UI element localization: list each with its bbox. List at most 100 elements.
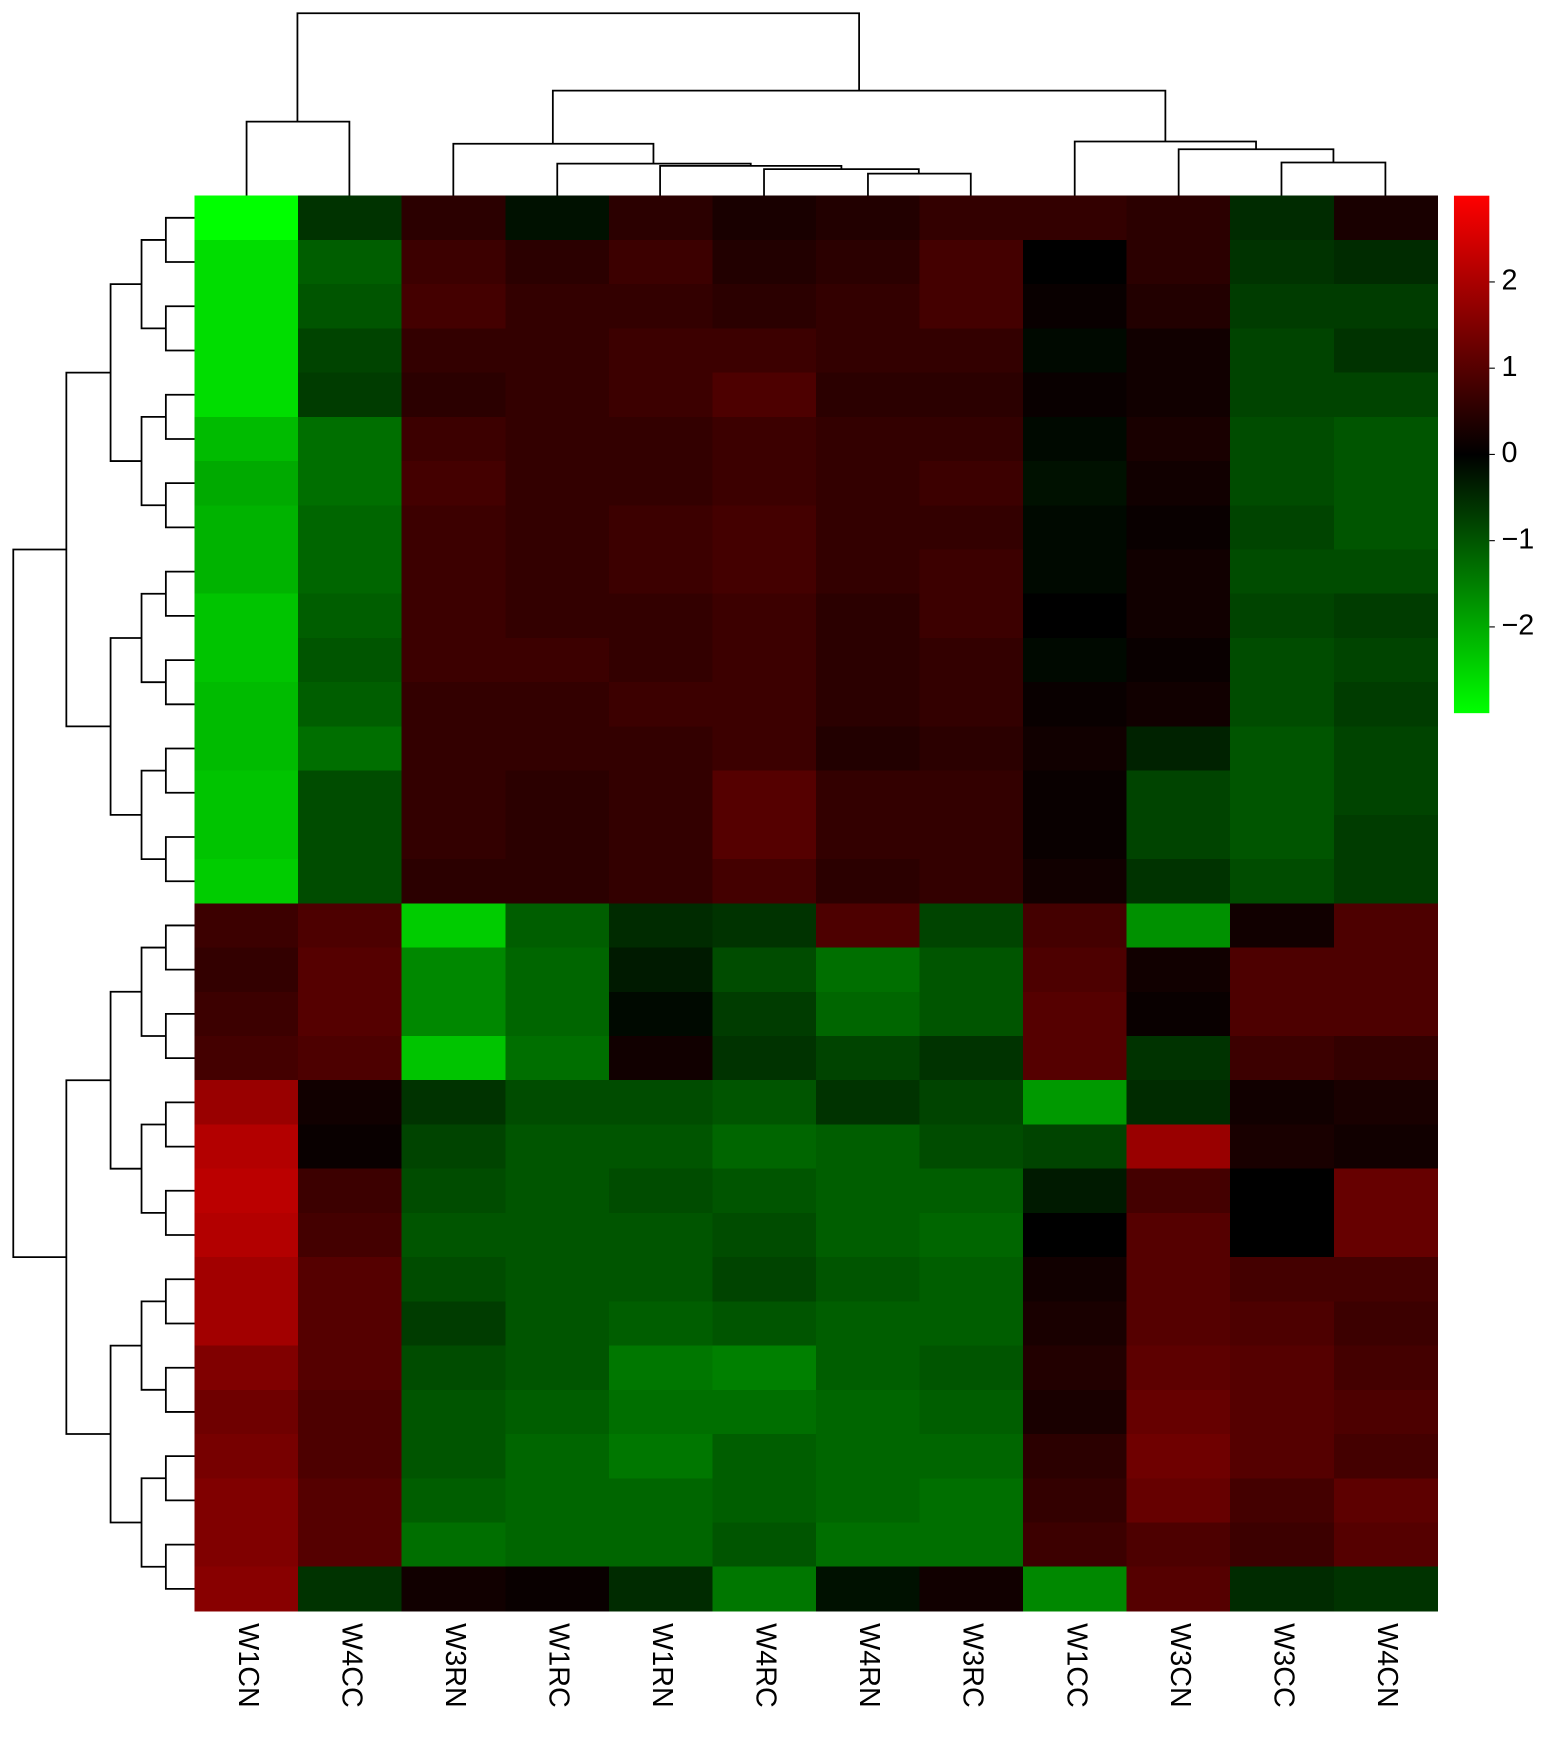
heatmap-cell [1333,461,1438,506]
heatmap-cell [1126,416,1231,462]
heatmap-cell [608,1301,713,1347]
heatmap-cell [298,1080,403,1126]
heatmap-cell [1230,416,1335,462]
heatmap-cell [1230,328,1335,374]
heatmap-cell [1126,903,1231,949]
heatmap-cell [1023,1301,1128,1347]
heatmap-cell [194,1036,299,1081]
heatmap-cell [194,991,299,1037]
heatmap-cell [505,1345,610,1391]
heatmap-cell [401,682,506,727]
heatmap-cell [712,1522,817,1568]
heatmap-cell [401,328,506,374]
heatmap-cell [1333,682,1438,727]
heatmap-cell [1230,461,1335,506]
heatmap-cell [919,328,1024,374]
heatmap-cell [815,461,921,506]
heatmap-cell [1126,1124,1231,1170]
heatmap-cell [1230,1345,1335,1391]
heatmap-cell [298,1301,403,1347]
heatmap-cell [712,1389,817,1435]
heatmap-cell [1230,726,1335,772]
heatmap-cell [1230,1212,1335,1258]
heatmap-cell [194,416,299,462]
heatmap-cell [298,195,403,241]
heatmap-cell [298,1389,403,1435]
heatmap-cell [712,505,817,551]
heatmap-cell [298,461,403,506]
heatmap-cell [1023,947,1128,993]
heatmap-cell [712,682,817,727]
heatmap-cell [608,947,713,993]
heatmap-cell [1230,1389,1335,1435]
heatmap-cell [1333,416,1438,462]
heatmap-cell [919,593,1024,639]
heatmap-cell [1023,1212,1128,1258]
heatmap-cell [815,1522,921,1568]
heatmap-cell [194,682,299,727]
heatmap-cell [401,859,506,904]
heatmap-cell [712,239,817,285]
heatmap-cell [1333,991,1438,1037]
heatmap-cell [1023,991,1128,1037]
heatmap-cell [1230,637,1335,683]
heatmap-cell [919,947,1024,993]
heatmap-cell [919,1301,1024,1347]
heatmap-cell [1333,726,1438,772]
heatmap-cell [194,1301,299,1347]
heatmap-cell [1333,1434,1438,1479]
heatmap-cell [401,1301,506,1347]
heatmap-cell [505,328,610,374]
heatmap-cell [298,549,403,595]
heatmap-cell [608,726,713,772]
heatmap-cell [1023,726,1128,772]
heatmap-cell [401,1168,506,1214]
heatmap-cell [505,1566,610,1612]
heatmap-cell [505,372,610,418]
heatmap-cell [1023,505,1128,551]
heatmap-cell [194,1389,299,1435]
heatmap-cell [1023,1478,1128,1524]
heatmap-cell [712,1036,817,1081]
heatmap-cell [505,1389,610,1435]
heatmap-cell [505,726,610,772]
heatmap-cell [1023,1124,1128,1170]
heatmap-cell [1126,814,1231,860]
heatmap-cell [815,947,921,993]
heatmap-cell [505,770,610,816]
heatmap-cell [919,637,1024,683]
heatmap-cell [1230,195,1335,241]
heatmap-cell [1333,284,1438,329]
heatmap-cell [194,1168,299,1214]
heatmap-cell [1333,1212,1438,1258]
heatmap-cell [1126,726,1231,772]
heatmap-cell [1126,195,1231,241]
heatmap-cell [1333,372,1438,418]
heatmap-cell [608,593,713,639]
heatmap-cell [815,726,921,772]
heatmap-cell [401,726,506,772]
heatmap-cell [1126,1212,1231,1258]
heatmap-cell [1023,1345,1128,1391]
heatmap-cell [608,372,713,418]
heatmap-cell [194,947,299,993]
heatmap-cell [194,328,299,374]
heatmap-cell [505,637,610,683]
heatmap-cell [919,239,1024,285]
heatmap-cell [1126,1478,1231,1524]
heatmap-cell [401,637,506,683]
heatmap-cell [1023,1168,1128,1214]
heatmap-cell [1126,947,1231,993]
heatmap-cell [1230,1036,1335,1081]
heatmap-cell [1126,505,1231,551]
heatmap-cell [712,328,817,374]
heatmap-cell [1333,1080,1438,1126]
heatmap-cell [608,1212,713,1258]
heatmap-cell [505,814,610,860]
heatmap-cell [712,1566,817,1612]
heatmap-cell [298,284,403,329]
heatmap-cell [815,859,921,904]
heatmap-cell [1126,1301,1231,1347]
heatmap-cell [1230,372,1335,418]
